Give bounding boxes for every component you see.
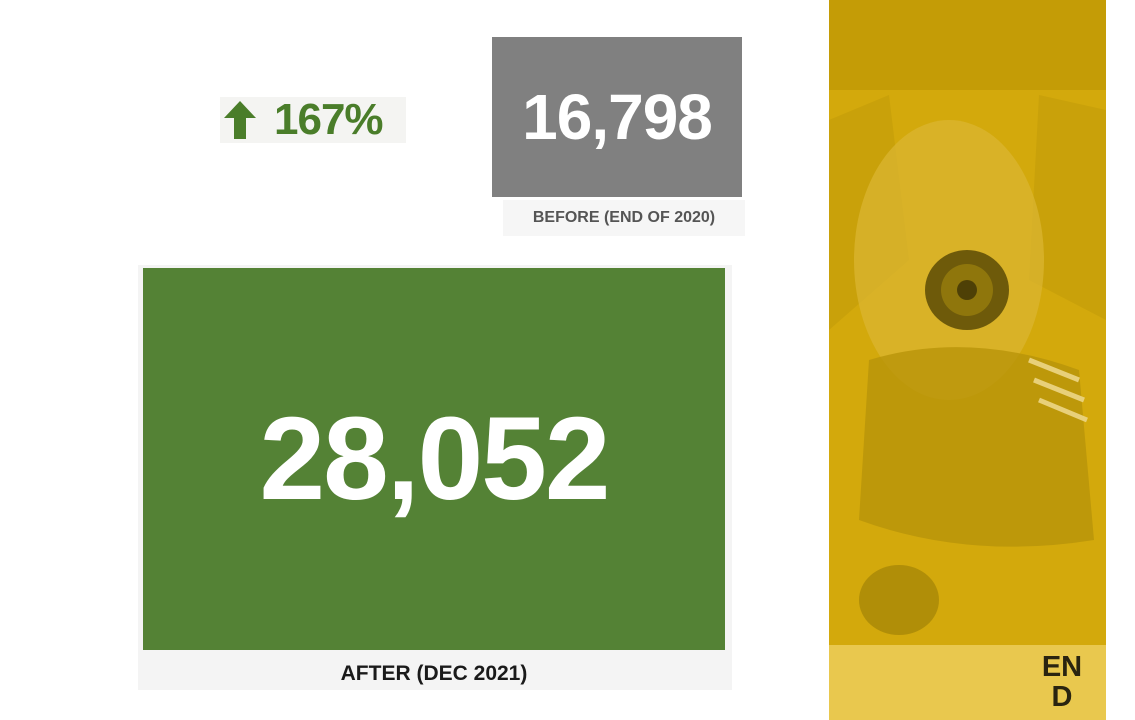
logo: EN D [1030, 652, 1094, 712]
up-arrow [224, 101, 256, 139]
after-value: 28,052 [143, 268, 725, 650]
logo-line: D [1051, 681, 1073, 713]
logo-line: EN [1041, 651, 1083, 683]
after-label: AFTER (DEC 2021) [340, 662, 528, 685]
change-percent: 167% [274, 95, 384, 144]
before-label: BEFORE (END OF 2020) [503, 200, 745, 236]
before-value: 16,798 [492, 37, 742, 197]
change-badge: 167% [220, 97, 406, 143]
photo-panel [829, 0, 1106, 720]
